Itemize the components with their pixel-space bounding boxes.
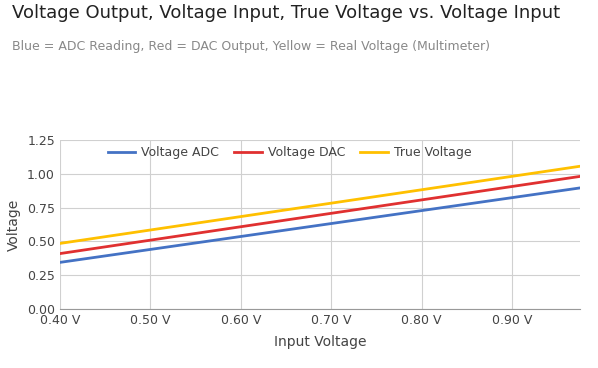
Voltage DAC [364,206,371,210]
True Voltage [528,171,535,176]
True Voltage [56,241,63,246]
Voltage DAC [528,181,535,186]
Y-axis label: Voltage: Voltage [7,198,22,251]
Legend: Voltage ADC, Voltage DAC, True Voltage: Voltage ADC, Voltage DAC, True Voltage [108,146,472,159]
Voltage ADC [366,216,373,220]
True Voltage [374,194,382,198]
Voltage ADC [374,215,382,219]
Voltage DAC [58,251,65,255]
Text: Blue = ADC Reading, Red = DAC Output, Yellow = Real Voltage (Multimeter): Blue = ADC Reading, Red = DAC Output, Ye… [12,40,490,53]
True Voltage [495,176,502,181]
True Voltage [366,195,373,200]
Voltage ADC [576,186,584,190]
Voltage ADC [58,260,65,264]
Line: Voltage DAC: Voltage DAC [60,176,580,254]
Voltage DAC [56,251,63,256]
True Voltage [58,241,65,245]
Line: True Voltage: True Voltage [60,166,580,244]
Voltage DAC [374,204,382,209]
Voltage ADC [528,193,535,197]
True Voltage [576,164,584,169]
True Voltage [364,195,371,200]
X-axis label: Input Voltage: Input Voltage [274,335,366,349]
Voltage ADC [56,260,63,265]
Text: Voltage Output, Voltage Input, True Voltage vs. Voltage Input: Voltage Output, Voltage Input, True Volt… [12,4,560,22]
Line: Voltage ADC: Voltage ADC [60,188,580,262]
Voltage DAC [366,205,373,210]
Voltage ADC [364,216,371,220]
Voltage DAC [495,186,502,191]
Voltage ADC [495,197,502,202]
Voltage DAC [576,174,584,178]
